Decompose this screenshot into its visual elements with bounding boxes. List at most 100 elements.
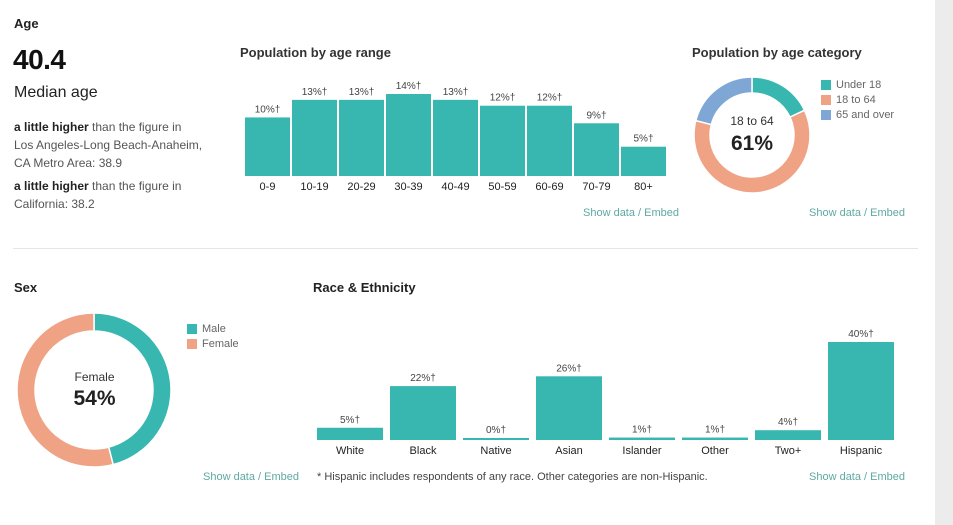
legend-label: Female	[202, 338, 239, 350]
bar[interactable]	[292, 99, 337, 176]
comparison-text: California: 38.2	[14, 197, 95, 211]
bar[interactable]	[463, 438, 529, 440]
donut-slice[interactable]	[694, 109, 810, 193]
legend-swatch	[187, 324, 197, 334]
legend-label: 65 and over	[836, 109, 895, 121]
scrollbar-gutter	[935, 0, 953, 525]
age-range-chart-title: Population by age range	[240, 45, 391, 60]
category-label: 10-19	[300, 181, 328, 193]
sex-links: Show data / Embed	[203, 471, 299, 483]
comparison-text: than the figure in	[88, 179, 182, 193]
category-label: 60-69	[535, 181, 563, 193]
age-category-links: Show data / Embed	[809, 207, 905, 219]
bar-value-label: 1%†	[705, 425, 725, 436]
category-label: 80+	[634, 181, 653, 193]
link-separator: /	[864, 207, 868, 219]
bar[interactable]	[480, 105, 525, 176]
link-separator: /	[258, 471, 262, 483]
bar-value-label: 5%†	[340, 415, 360, 426]
comparison-strong: a little higher	[14, 120, 89, 134]
show-data-link[interactable]: Show data	[809, 207, 861, 219]
comparison-strong: a little higher	[14, 179, 89, 193]
show-data-link[interactable]: Show data	[203, 471, 255, 483]
category-label: 70-79	[582, 181, 610, 193]
age-range-bar-chart: 10%† 0-9 13%† 10-19 13%† 20-29 14%† 30-39 13%† 40…	[245, 81, 666, 193]
sex-donut	[17, 313, 172, 468]
legend-swatch	[187, 339, 197, 349]
age-donut-center-value: 61%	[730, 132, 774, 155]
bar-value-label: 26%†	[556, 363, 582, 374]
bar[interactable]	[609, 437, 675, 440]
category-label: Asian	[555, 445, 583, 457]
comparison-text: CA Metro Area: 38.9	[14, 156, 123, 170]
bar[interactable]	[433, 99, 478, 176]
bar-value-label: 5%†	[633, 134, 653, 145]
embed-link[interactable]: Embed	[644, 207, 680, 219]
category-label: White	[336, 445, 364, 457]
link-separator: /	[638, 207, 642, 219]
age-donut-center-label: 18 to 64	[730, 114, 774, 128]
legend-swatch	[821, 95, 831, 105]
comparison-text: than the figure in	[88, 120, 182, 134]
category-label: 40-49	[441, 181, 469, 193]
bar-value-label: 14%†	[396, 81, 422, 92]
category-label: 50-59	[488, 181, 516, 193]
race-links: Show data / Embed	[809, 471, 905, 483]
bar-value-label: 40%†	[848, 329, 874, 340]
bar-value-label: 22%†	[410, 373, 436, 384]
category-label: Two+	[775, 445, 802, 457]
sex-section-title: Sex	[14, 280, 38, 295]
link-separator: /	[864, 471, 868, 483]
category-label: Black	[410, 445, 437, 457]
bar[interactable]	[527, 105, 572, 176]
bar-value-label: 13%†	[302, 87, 328, 98]
show-data-link[interactable]: Show data	[809, 471, 861, 483]
bar[interactable]	[245, 117, 290, 176]
bar-value-label: 0%†	[486, 425, 506, 436]
legend-label: Male	[202, 323, 226, 335]
age-section-title: Age	[14, 16, 39, 31]
comparison-metro: a little higher than the figure in Los A…	[14, 118, 214, 172]
race-section-title: Race & Ethnicity	[313, 280, 416, 295]
show-data-link[interactable]: Show data	[583, 207, 635, 219]
legend-label: 18 to 64	[836, 94, 876, 106]
category-label: Islander	[622, 445, 661, 457]
bar-value-label: 12%†	[537, 93, 563, 104]
comparison-text: Los Angeles-Long Beach-Anaheim,	[14, 138, 203, 152]
median-age-label: Median age	[14, 84, 98, 101]
embed-link[interactable]: Embed	[870, 471, 906, 483]
bar-value-label: 9%†	[586, 110, 606, 121]
bar-value-label: 1%†	[632, 425, 652, 436]
bar[interactable]	[755, 430, 821, 440]
embed-link[interactable]: Embed	[870, 207, 906, 219]
legend-label: Under 18	[836, 79, 882, 91]
donut-slice[interactable]	[751, 77, 806, 119]
bar-value-label: 13%†	[349, 87, 375, 98]
bar[interactable]	[621, 146, 666, 176]
sex-donut-center-value: 54%	[73, 387, 116, 410]
age-category-chart-title: Population by age category	[692, 45, 862, 60]
bar[interactable]	[682, 437, 748, 440]
category-label: 0-9	[260, 181, 276, 193]
bar[interactable]	[386, 94, 431, 176]
donut-slice[interactable]	[17, 313, 115, 468]
age-category-donut	[694, 77, 810, 193]
bar-value-label: 10%†	[255, 104, 281, 115]
bar[interactable]	[574, 123, 619, 176]
legend-swatch	[821, 110, 831, 120]
bar[interactable]	[536, 376, 602, 440]
donut-slice[interactable]	[694, 77, 753, 126]
category-label: Native	[480, 445, 511, 457]
embed-link[interactable]: Embed	[264, 471, 300, 483]
legend-item-65-and-over: 65 and over	[821, 109, 894, 123]
bar[interactable]	[317, 427, 383, 440]
legend-item-18-to-64: 18 to 64	[821, 94, 876, 108]
bar[interactable]	[828, 342, 894, 440]
bar[interactable]	[339, 99, 384, 176]
bar[interactable]	[390, 386, 456, 440]
category-label: Other	[701, 445, 729, 457]
sex-donut-center-label: Female	[74, 370, 115, 384]
legend-swatch	[821, 80, 831, 90]
bar-value-label: 13%†	[443, 87, 469, 98]
